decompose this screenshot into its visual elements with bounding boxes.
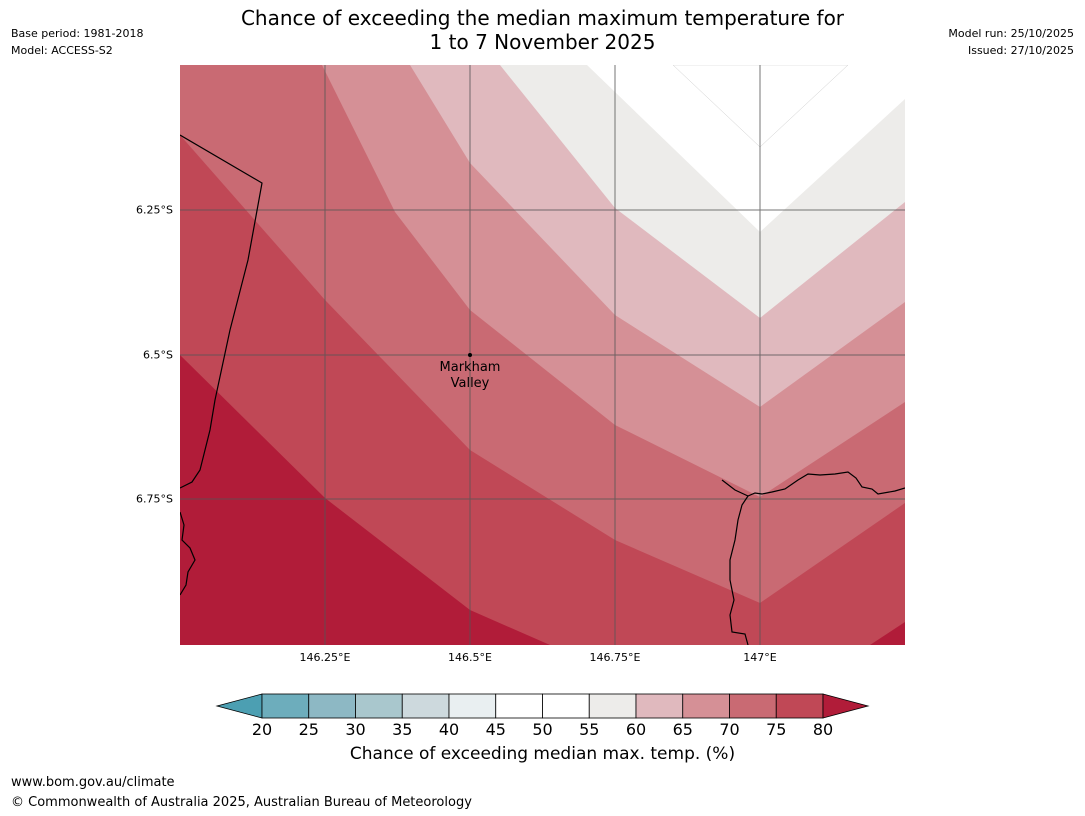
colorbar-tick-35: 35 bbox=[392, 720, 413, 739]
colorbar-segment-55-60 bbox=[588, 693, 637, 719]
lon-label-146-75: 146.75°E bbox=[589, 651, 641, 664]
colorbar-segment-45-50 bbox=[495, 693, 543, 719]
map-area bbox=[180, 65, 905, 645]
lat-label-6-25: 6.25°S bbox=[136, 203, 173, 217]
metadata-right: Model run: 25/10/2025 Issued: 27/10/2025 bbox=[948, 25, 1074, 59]
base-period: Base period: 1981-2018 bbox=[11, 27, 144, 40]
title-line-2: 1 to 7 November 2025 bbox=[429, 30, 656, 54]
place-name-line-2: Valley bbox=[450, 376, 490, 391]
colorbar-segment-65-70 bbox=[682, 693, 730, 719]
colorbar-segment-30-35 bbox=[355, 693, 403, 719]
boundaries bbox=[180, 134, 905, 645]
colorbar-segment-60-65 bbox=[635, 693, 684, 719]
band-50-55 bbox=[587, 65, 905, 232]
place-label: Markham Valley bbox=[420, 360, 520, 392]
place-name-line-1: Markham bbox=[439, 360, 501, 375]
title-line-1: Chance of exceeding the median maximum t… bbox=[240, 6, 845, 30]
colorbar-tick-20: 20 bbox=[251, 720, 273, 739]
colorbar-tick-80: 80 bbox=[812, 720, 834, 739]
colorbar-tick-30: 30 bbox=[345, 720, 366, 739]
huon-gulf-coastline bbox=[721, 471, 905, 497]
place-marker-dot bbox=[468, 353, 472, 357]
huon-gulf-west-shore bbox=[729, 495, 749, 645]
province-boundary bbox=[180, 134, 263, 489]
colorbar-tick-25: 25 bbox=[298, 720, 319, 739]
lat-label-6-75: 6.75°S bbox=[136, 492, 173, 506]
map-title: Chance of exceeding the median maximum t… bbox=[180, 6, 905, 54]
west-coastline bbox=[180, 511, 196, 596]
metadata-left: Base period: 1981-2018 Model: ACCESS-S2 bbox=[11, 25, 143, 59]
issued-date: Issued: 27/10/2025 bbox=[967, 44, 1074, 57]
colorbar-tick-55: 55 bbox=[579, 720, 600, 739]
colorbar-tick-75: 75 bbox=[766, 720, 787, 739]
lat-label-6-5: 6.5°S bbox=[143, 348, 173, 362]
footer-url: www.bom.gov.au/climate bbox=[11, 775, 175, 790]
colorbar-extend-low bbox=[215, 693, 263, 719]
footer-copyright: © Commonwealth of Australia 2025, Austra… bbox=[11, 795, 472, 810]
colorbar-segment-75-80 bbox=[775, 693, 824, 719]
lon-label-146-25: 146.25°E bbox=[299, 651, 351, 664]
colorbar-tick-70: 70 bbox=[719, 720, 740, 739]
colorbar-tick-40: 40 bbox=[438, 720, 460, 739]
colorbar-tick-45: 45 bbox=[485, 720, 506, 739]
colorbar-segment-50-55 bbox=[542, 693, 590, 719]
model-name: Model: ACCESS-S2 bbox=[11, 44, 113, 57]
colorbar-tick-60: 60 bbox=[625, 720, 647, 739]
lon-label-146-5: 146.5°E bbox=[448, 651, 492, 664]
colorbar-segment-35-40 bbox=[401, 693, 450, 719]
colorbar-segment-70-75 bbox=[729, 693, 777, 719]
colorbar-label: Chance of exceeding median max. temp. (%… bbox=[349, 744, 736, 764]
colorbar-tick-50: 50 bbox=[532, 720, 553, 739]
colorbar-segment-25-30 bbox=[308, 693, 356, 719]
model-run: Model run: 25/10/2025 bbox=[948, 27, 1074, 40]
colorbar-extend-high bbox=[822, 693, 870, 719]
colorbar-tick-65: 65 bbox=[672, 720, 693, 739]
colorbar bbox=[215, 693, 870, 719]
colorbar-segment-40-45 bbox=[448, 693, 497, 719]
colorbar-segment-20-25 bbox=[261, 693, 310, 719]
lon-label-147: 147°E bbox=[743, 651, 777, 664]
